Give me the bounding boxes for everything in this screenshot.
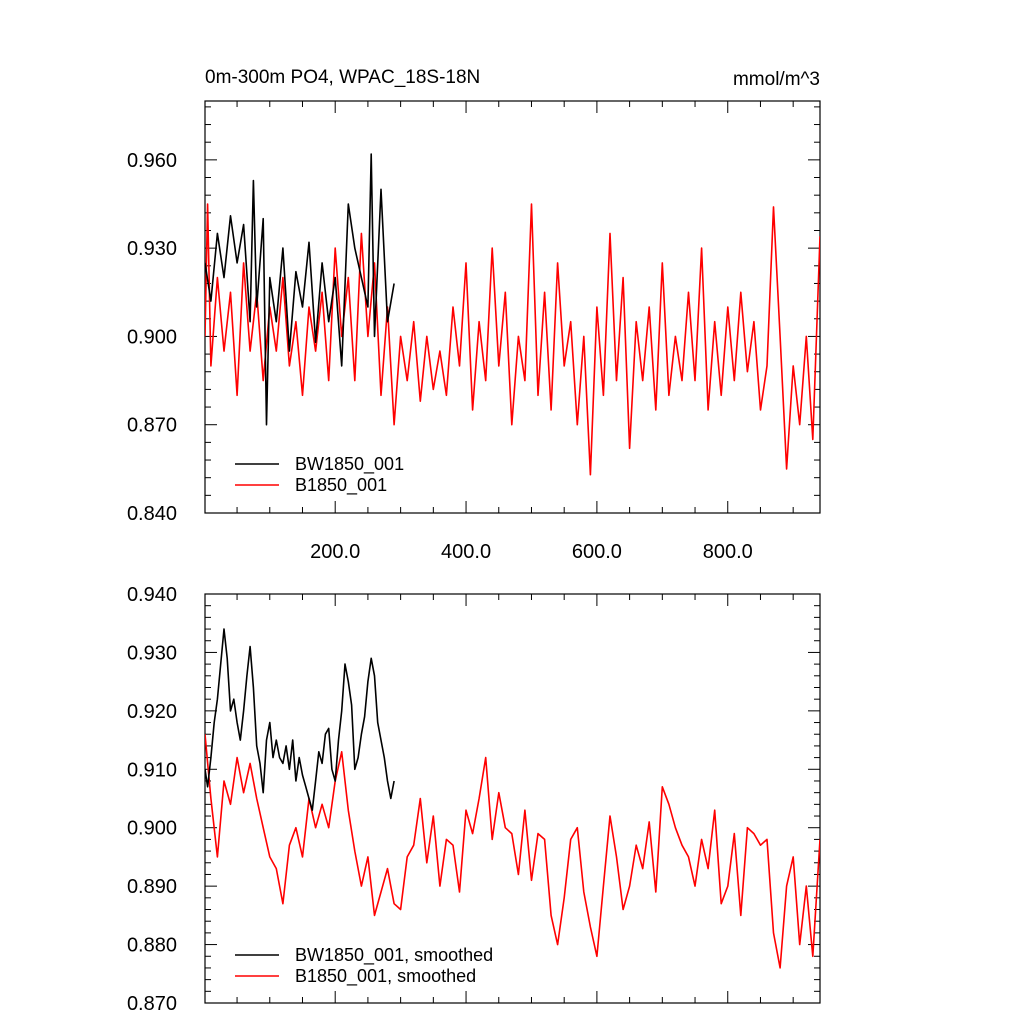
x-tick-label: 400.0 — [441, 541, 491, 563]
y-tick-label: 0.940 — [127, 584, 177, 606]
y-tick-label: 0.870 — [127, 993, 177, 1015]
y-tick-label: 0.930 — [127, 238, 177, 260]
y-tick-label: 0.840 — [127, 503, 177, 525]
plot-frame — [204, 593, 821, 1004]
legend-label: B1850_001, smoothed — [295, 966, 476, 987]
series-line-bw1850-001-smoothed — [205, 628, 395, 812]
top-panel: 0.840 0.870 0.900 0.930 0.960 200.0 400.0 600.0… — [127, 100, 821, 563]
x-tick-label: 800.0 — [703, 541, 753, 563]
y-tick-label: 0.960 — [127, 150, 177, 172]
y-tick-label: 0.900 — [127, 326, 177, 348]
x-tick-label: 200.0 — [310, 541, 360, 563]
y-tick-label: 0.930 — [127, 642, 177, 664]
series-line-bw1850-001 — [205, 153, 395, 426]
legend-label: B1850_001 — [295, 475, 387, 496]
y-tick-label: 0.900 — [127, 818, 177, 840]
legend-label: BW1850_001, smoothed — [295, 945, 493, 966]
units-label: mmol/m^3 — [733, 69, 820, 90]
bottom-panel: 0.870 0.880 0.890 0.900 0.910 0.920 0.930 0.940… — [127, 584, 821, 1015]
y-tick-label: 0.890 — [127, 876, 177, 898]
legend-label: BW1850_001 — [295, 454, 404, 475]
y-tick-label: 0.870 — [127, 415, 177, 437]
x-tick-label: 600.0 — [572, 541, 622, 563]
y-tick-label: 0.880 — [127, 935, 177, 957]
series-line-b1850-001 — [205, 203, 820, 476]
chart-title: 0m-300m PO4, WPAC_18S-18N — [205, 67, 480, 88]
series-line-b1850-001-smoothed — [205, 734, 820, 969]
y-tick-label: 0.920 — [127, 701, 177, 723]
y-tick-label: 0.910 — [127, 759, 177, 781]
